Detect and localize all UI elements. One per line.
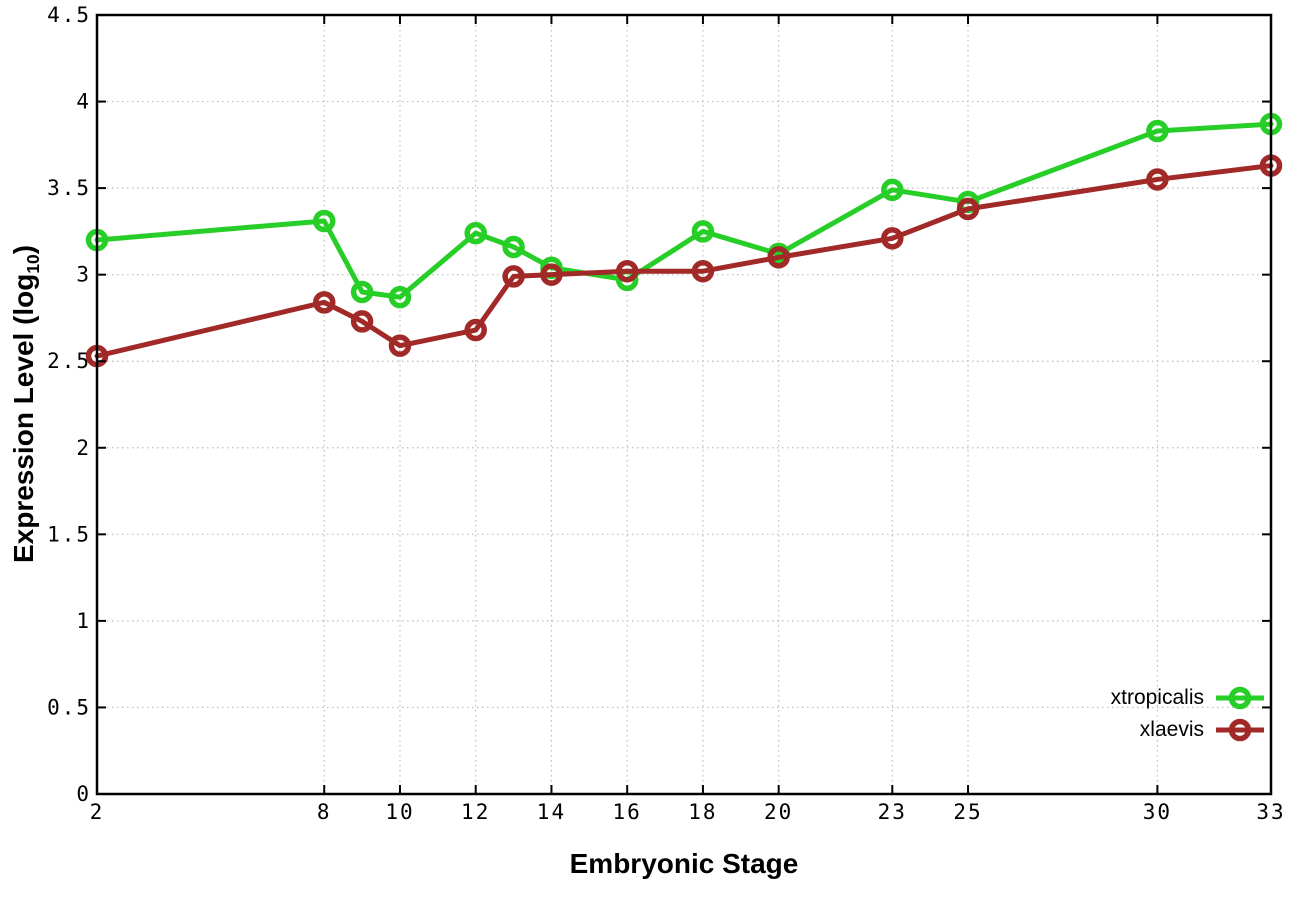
data-point-xtropicalis bbox=[1146, 119, 1169, 143]
y-tick-label: 3 bbox=[76, 263, 91, 287]
x-tick-label: 20 bbox=[764, 800, 793, 824]
data-point-xlaevis bbox=[881, 227, 904, 250]
x-tick-label: 18 bbox=[688, 800, 717, 824]
x-tick-label: 16 bbox=[613, 800, 642, 824]
data-point-xlaevis bbox=[350, 310, 374, 333]
x-tick-label: 23 bbox=[878, 800, 907, 824]
x-tick-label: 12 bbox=[461, 800, 490, 824]
y-axis-title: Expression Level (log10) bbox=[8, 245, 44, 563]
data-point-xlaevis bbox=[312, 291, 336, 314]
y-tick-label: 4.5 bbox=[47, 3, 91, 27]
data-point-xlaevis bbox=[691, 259, 715, 283]
legend-line-marker-icon bbox=[1216, 718, 1264, 742]
data-point-xtropicalis bbox=[350, 280, 374, 304]
data-point-xtropicalis bbox=[388, 285, 412, 309]
data-point-xlaevis bbox=[615, 259, 639, 283]
legend-label-xlaevis: xlaevis bbox=[1139, 718, 1204, 741]
data-point-xtropicalis bbox=[502, 235, 525, 259]
data-point-xtropicalis bbox=[312, 209, 336, 233]
y-tick-label: 1.5 bbox=[47, 522, 91, 546]
legend: xtropicalis xlaevis bbox=[1111, 684, 1266, 744]
legend-item-xtropicalis: xtropicalis bbox=[1111, 684, 1266, 712]
y-tick-label: 0.5 bbox=[47, 695, 91, 719]
data-point-xlaevis bbox=[540, 263, 563, 286]
data-point-xtropicalis bbox=[691, 220, 715, 243]
data-point-xtropicalis bbox=[881, 178, 904, 202]
x-tick-label: 2 bbox=[90, 800, 105, 824]
y-tick-label: 3.5 bbox=[47, 176, 91, 200]
data-point-xlaevis bbox=[388, 334, 412, 357]
data-point-xlaevis bbox=[956, 197, 980, 221]
plot-border bbox=[95, 13, 1273, 796]
data-point-xlaevis bbox=[464, 318, 487, 342]
legend-line-marker-icon bbox=[1216, 686, 1264, 710]
legend-item-xlaevis: xlaevis bbox=[1140, 716, 1266, 744]
legend-label-xtropicalis: xtropicalis bbox=[1110, 686, 1204, 709]
x-tick-label: 33 bbox=[1256, 800, 1285, 824]
series-xtropicalis bbox=[85, 112, 1283, 309]
data-point-xlaevis bbox=[767, 246, 790, 269]
y-tick-label: 2 bbox=[76, 436, 91, 460]
x-tick-label: 14 bbox=[537, 800, 566, 824]
y-axis-title-close: ) bbox=[7, 244, 39, 255]
data-point-xlaevis bbox=[1146, 168, 1169, 191]
y-axis-title-subscript: 10 bbox=[23, 254, 44, 274]
axis-ticks bbox=[96, 14, 1272, 795]
data-point-xtropicalis bbox=[464, 221, 487, 245]
y-tick-label: 2.5 bbox=[47, 349, 91, 373]
x-axis-title: Embryonic Stage bbox=[569, 848, 799, 879]
data-point-xlaevis bbox=[502, 265, 525, 288]
y-tick-labels: 0 0.5 1 1.5 2 2.5 3 3.5 4 4.5 bbox=[47, 3, 91, 806]
y-tick-label: 0 bbox=[76, 782, 91, 806]
x-tick-labels: 2 8 10 12 14 16 18 20 23 25 30 33 bbox=[90, 800, 1285, 824]
x-tick-label: 30 bbox=[1143, 800, 1172, 824]
x-tick-label: 8 bbox=[317, 800, 332, 824]
y-tick-label: 4 bbox=[76, 90, 91, 114]
x-tick-label: 10 bbox=[385, 800, 414, 824]
y-tick-label: 1 bbox=[76, 609, 91, 633]
y-axis-title-main: Expression Level (log bbox=[7, 273, 39, 564]
gridlines bbox=[97, 15, 1271, 794]
x-tick-label: 25 bbox=[953, 800, 982, 824]
